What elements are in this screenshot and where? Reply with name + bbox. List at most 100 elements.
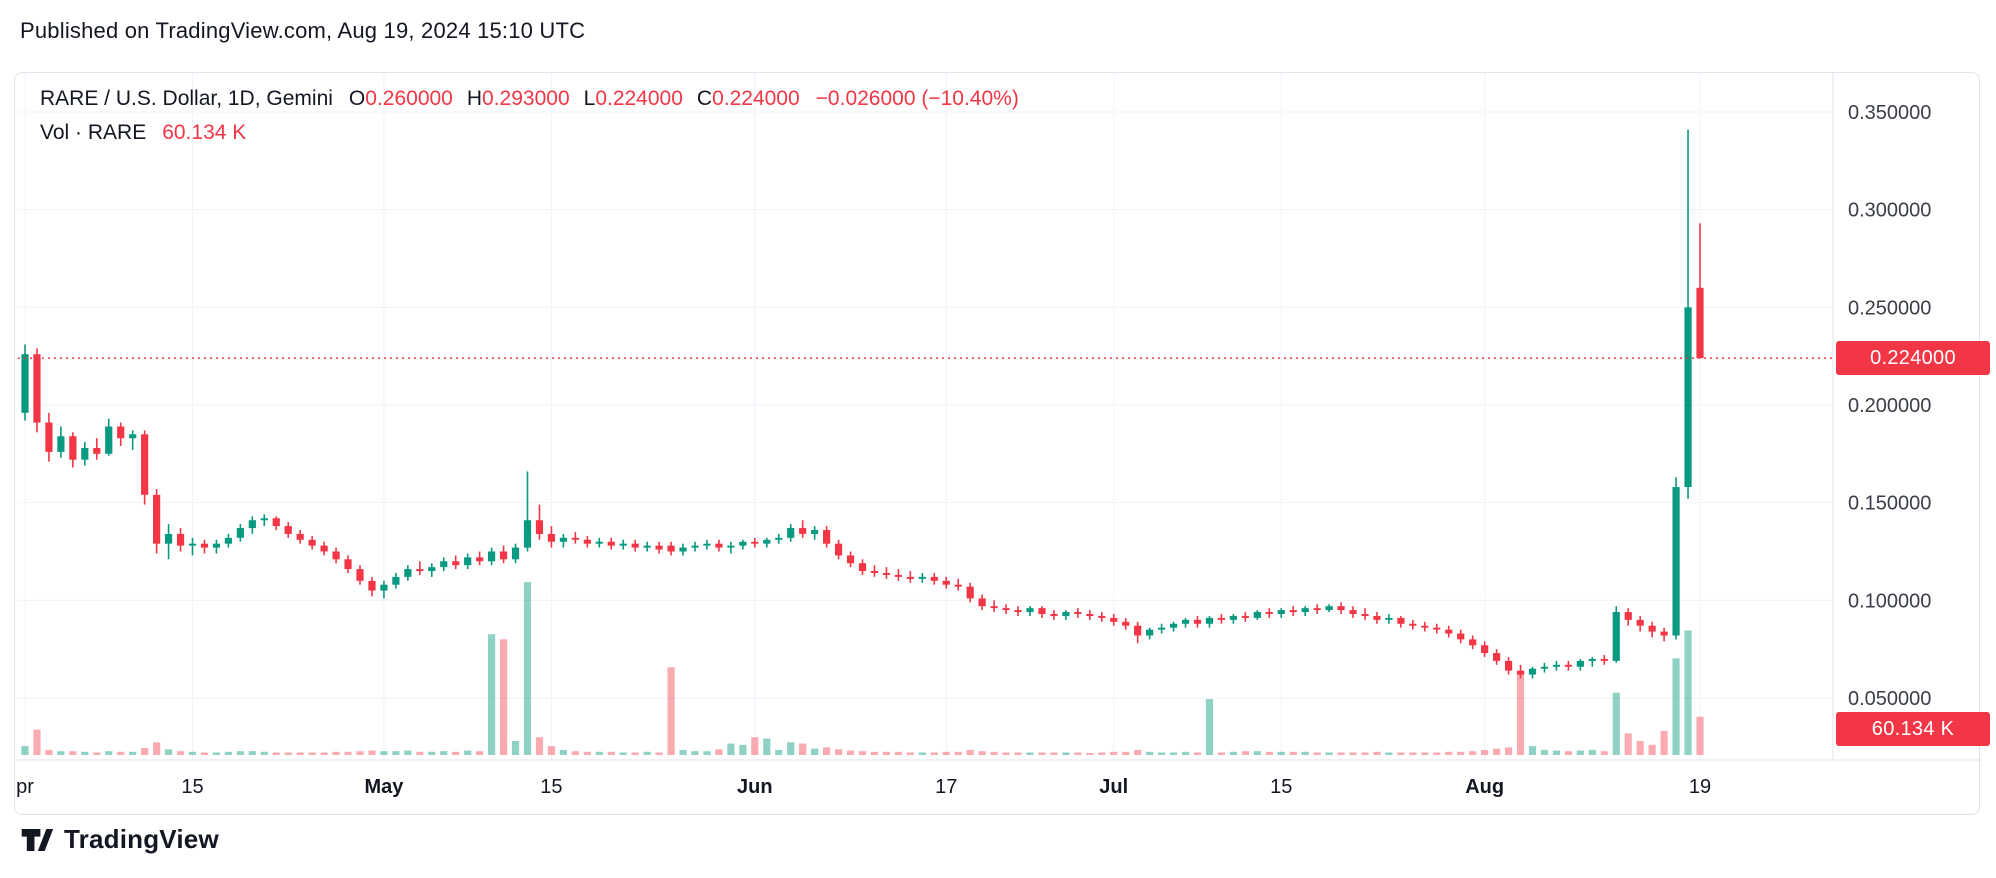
candle-body[interactable]: [679, 547, 687, 552]
candle-body[interactable]: [727, 545, 735, 548]
candle-body[interactable]: [667, 545, 675, 552]
candle-body[interactable]: [1648, 625, 1656, 632]
candle-body[interactable]: [380, 584, 388, 591]
candle-body[interactable]: [631, 543, 639, 548]
candle-body[interactable]: [164, 533, 173, 544]
candle-body[interactable]: [870, 571, 879, 573]
candle-body[interactable]: [1552, 664, 1561, 667]
candle-body[interactable]: [619, 543, 627, 546]
candle-body[interactable]: [260, 518, 268, 521]
candle-body[interactable]: [1205, 617, 1214, 624]
candle-body[interactable]: [1504, 660, 1513, 671]
candle-body[interactable]: [978, 598, 986, 607]
candle-body[interactable]: [1528, 668, 1537, 675]
candle-body[interactable]: [1050, 614, 1058, 616]
candle-body[interactable]: [1289, 610, 1297, 613]
candle-body[interactable]: [188, 543, 197, 546]
candle-body[interactable]: [344, 559, 352, 570]
candle-body[interactable]: [1026, 608, 1034, 613]
candle-body[interactable]: [356, 569, 364, 581]
candle-body[interactable]: [823, 530, 831, 544]
candle-body[interactable]: [1313, 608, 1321, 611]
candle-body[interactable]: [1349, 610, 1357, 615]
candle-body[interactable]: [1361, 614, 1369, 616]
candle-body[interactable]: [1660, 631, 1668, 636]
candle-body[interactable]: [1576, 660, 1584, 667]
candle-body[interactable]: [1600, 658, 1608, 661]
candle-body[interactable]: [464, 557, 472, 566]
candle-body[interactable]: [368, 580, 376, 591]
candle-body[interactable]: [1002, 608, 1010, 611]
candle-body[interactable]: [1636, 619, 1644, 626]
candle-body[interactable]: [1337, 606, 1345, 611]
candle-body[interactable]: [583, 539, 591, 544]
candle-body[interactable]: [1385, 617, 1393, 620]
candle-body[interactable]: [882, 572, 891, 575]
candle-body[interactable]: [200, 543, 209, 548]
candle-body[interactable]: [930, 576, 938, 581]
symbol-title[interactable]: RARE / U.S. Dollar, 1D, Gemini: [40, 87, 333, 110]
candle-body[interactable]: [45, 422, 53, 452]
candle-body[interactable]: [308, 539, 316, 546]
candle-body[interactable]: [763, 539, 771, 544]
candle-body[interactable]: [1493, 653, 1501, 661]
candle-body[interactable]: [1457, 633, 1465, 640]
candle-body[interactable]: [488, 551, 496, 562]
candle-body[interactable]: [1241, 615, 1249, 618]
candle-body[interactable]: [1397, 617, 1405, 624]
candle-body[interactable]: [320, 545, 328, 552]
candle-body[interactable]: [535, 520, 544, 534]
candle-body[interactable]: [1672, 487, 1680, 636]
candle-body[interactable]: [153, 494, 161, 544]
candle-body[interactable]: [176, 533, 185, 546]
candle-body[interactable]: [1564, 664, 1572, 667]
candle-body[interactable]: [1540, 666, 1549, 669]
candle-body[interactable]: [428, 567, 436, 572]
candle-body[interactable]: [332, 551, 340, 560]
candle-body[interactable]: [1409, 623, 1417, 626]
candle-body[interactable]: [1193, 619, 1202, 624]
candle-body[interactable]: [942, 580, 950, 585]
candle-body[interactable]: [1696, 287, 1704, 359]
candle-body[interactable]: [1301, 608, 1309, 613]
candle-body[interactable]: [1181, 619, 1190, 624]
candle-body[interactable]: [595, 541, 603, 544]
candle-body[interactable]: [715, 543, 723, 548]
candle-body[interactable]: [607, 541, 615, 546]
candle-body[interactable]: [476, 557, 484, 562]
candle-body[interactable]: [1062, 612, 1070, 616]
candle-body[interactable]: [1445, 629, 1453, 634]
candle-body[interactable]: [248, 520, 256, 529]
tradingview-brand-text[interactable]: TradingView: [64, 824, 219, 854]
candle-body[interactable]: [440, 561, 448, 568]
candle-body[interactable]: [787, 528, 795, 538]
candle-body[interactable]: [739, 541, 747, 546]
candle-body[interactable]: [117, 426, 125, 439]
candle-body[interactable]: [1469, 639, 1477, 646]
candle-body[interactable]: [918, 576, 926, 579]
candle-body[interactable]: [894, 574, 902, 577]
candle-body[interactable]: [1265, 612, 1273, 615]
candle-body[interactable]: [966, 586, 974, 599]
candle-body[interactable]: [691, 545, 699, 548]
candle-body[interactable]: [1684, 307, 1692, 488]
candle-body[interactable]: [1421, 625, 1429, 628]
candle-body[interactable]: [751, 541, 759, 544]
candle-body[interactable]: [655, 545, 663, 550]
tradingview-logo-icon[interactable]: [20, 825, 54, 855]
candle-body[interactable]: [834, 543, 843, 556]
candle-body[interactable]: [57, 436, 65, 452]
candle-body[interactable]: [105, 426, 113, 454]
candle-body[interactable]: [1433, 627, 1441, 630]
candle-body[interactable]: [1158, 627, 1166, 630]
candle-body[interactable]: [1624, 612, 1632, 620]
candle-body[interactable]: [643, 545, 651, 548]
candle-body[interactable]: [547, 533, 556, 542]
candle-body[interactable]: [1134, 625, 1142, 636]
candle-body[interactable]: [33, 354, 41, 423]
candle-body[interactable]: [1169, 623, 1178, 628]
candle-body[interactable]: [1373, 615, 1381, 620]
candle-body[interactable]: [799, 528, 807, 534]
candle-body[interactable]: [990, 606, 998, 609]
